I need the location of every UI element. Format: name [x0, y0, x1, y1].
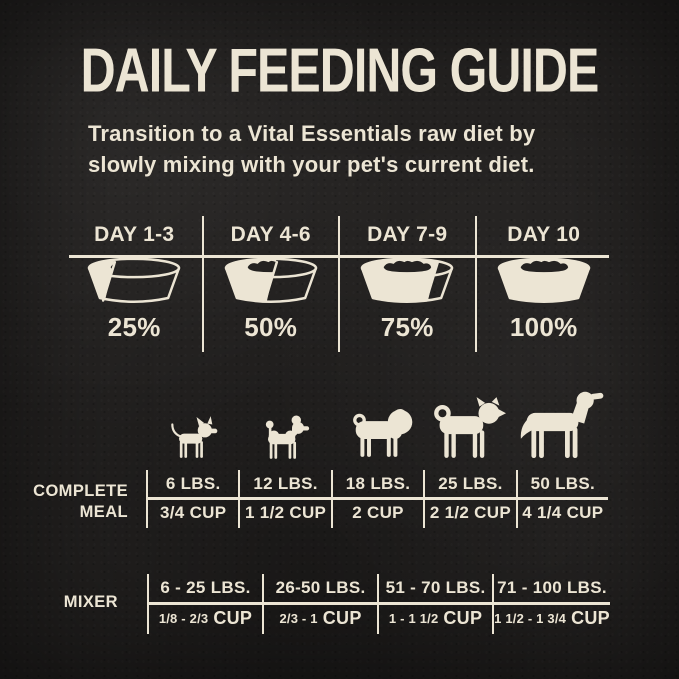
- mixer-table: 6 - 25 LBS. 1/8 - 2/3 CUP 26-50 LBS. 2/3…: [147, 574, 610, 634]
- dog-retriever-icon: [520, 391, 604, 458]
- weight-label: 18 LBS.: [345, 473, 411, 493]
- cup-unit: CUP: [213, 607, 253, 628]
- cup-label: 2 1/2 CUP: [429, 502, 511, 522]
- dog-shiba-inu-icon: [434, 397, 506, 458]
- cup-label: 2 CUP: [352, 502, 404, 522]
- mixer-col-71-100lbs: 71 - 100 LBS. 1 1/2 - 1 3/4 CUP: [492, 574, 610, 634]
- mixer-col-6-25lbs: 6 - 25 LBS. 1/8 - 2/3 CUP: [147, 574, 262, 634]
- fill-percent-label: 100%: [509, 312, 578, 342]
- weight-label: 26-50 LBS.: [275, 578, 366, 597]
- fill-percent-label: 75%: [380, 312, 434, 342]
- weight-label: 51 - 70 LBS.: [385, 578, 486, 597]
- bowl-100-icon: [497, 257, 590, 303]
- complete-meal-label-line2: MEAL: [79, 503, 128, 521]
- transition-col-day7-9: DAY 7-9 75%: [340, 216, 477, 352]
- intro-text: Transition to a Vital Essentials raw die…: [88, 121, 536, 177]
- weight-label: 6 - 25 LBS.: [160, 578, 251, 597]
- weight-label: 12 LBS.: [253, 473, 318, 493]
- cup-range: 1 1/2 - 1 3/4: [494, 610, 567, 626]
- weight-label: 6 LBS.: [165, 473, 221, 493]
- cup-label: 2/3 - 1 CUP: [264, 602, 377, 634]
- cup-range: 2/3 - 1: [279, 610, 318, 626]
- dog-chihuahua-icon: [171, 416, 218, 458]
- transition-table: DAY 1-3 25% DAY 4-6: [67, 216, 611, 352]
- cup-label: 1 - 1 1/2 CUP: [379, 602, 492, 634]
- cup-unit: CUP: [322, 607, 362, 628]
- day-range-label: DAY 4-6: [230, 223, 311, 246]
- cup-unit: CUP: [571, 607, 610, 628]
- complete-meal-rule: [146, 497, 608, 500]
- dog-pug-icon: [353, 409, 413, 457]
- bowl-75-icon: [361, 257, 454, 303]
- page-title-text: DAILY FEEDING GUIDE: [80, 35, 600, 105]
- meal-col-6lbs: 6 LBS. 3/4 CUP: [146, 470, 238, 528]
- mixer-col-26-50lbs: 26-50 LBS. 2/3 - 1 CUP: [262, 574, 377, 634]
- day-range-label: DAY 10: [507, 223, 581, 246]
- transition-col-day10: DAY 10 100%: [477, 216, 612, 352]
- bowl-50-icon: [224, 257, 317, 303]
- complete-meal-table: 6 LBS. 3/4 CUP 12 LBS. 1 1/2 CUP 18 LBS.…: [146, 470, 608, 528]
- mixer-label: MIXER: [63, 593, 118, 611]
- mixer-col-51-70lbs: 51 - 70 LBS. 1 - 1 1/2 CUP: [377, 574, 492, 634]
- transition-col-day1-3: DAY 1-3 25%: [67, 216, 204, 352]
- transition-col-day4-6: DAY 4-6 50%: [204, 216, 340, 352]
- cup-label: 1 1/2 - 1 3/4 CUP: [494, 602, 610, 634]
- fill-percent-label: 50%: [244, 312, 298, 342]
- cup-label: 1 1/2 CUP: [245, 502, 327, 522]
- day-range-label: DAY 7-9: [367, 223, 448, 246]
- meal-col-50lbs: 50 LBS. 4 1/4 CUP: [515, 470, 608, 528]
- weight-label: 25 LBS.: [438, 473, 503, 493]
- weight-label: 50 LBS.: [530, 473, 596, 493]
- meal-col-25lbs: 25 LBS. 2 1/2 CUP: [423, 470, 515, 528]
- cup-range: 1/8 - 2/3: [158, 610, 209, 626]
- cup-label: 1/8 - 2/3 CUP: [149, 602, 262, 634]
- weight-label: 71 - 100 LBS.: [497, 578, 607, 597]
- complete-meal-label: COMPLETE MEAL: [33, 481, 128, 523]
- dog-poodle-icon: [265, 415, 310, 459]
- fill-percent-label: 25%: [107, 312, 161, 342]
- meal-col-12lbs: 12 LBS. 1 1/2 CUP: [238, 470, 330, 528]
- day-range-label: DAY 1-3: [94, 223, 175, 246]
- meal-col-18lbs: 18 LBS. 2 CUP: [330, 470, 423, 528]
- complete-meal-label-line1: COMPLETE: [33, 482, 128, 500]
- cup-unit: CUP: [443, 607, 483, 628]
- cup-label: 3/4 CUP: [160, 502, 227, 522]
- cup-range: 1 - 1 1/2: [388, 610, 439, 626]
- page-title: DAILY FEEDING GUIDE: [0, 34, 679, 105]
- cup-label: 4 1/4 CUP: [522, 502, 604, 522]
- bowl-25-icon: [88, 257, 181, 303]
